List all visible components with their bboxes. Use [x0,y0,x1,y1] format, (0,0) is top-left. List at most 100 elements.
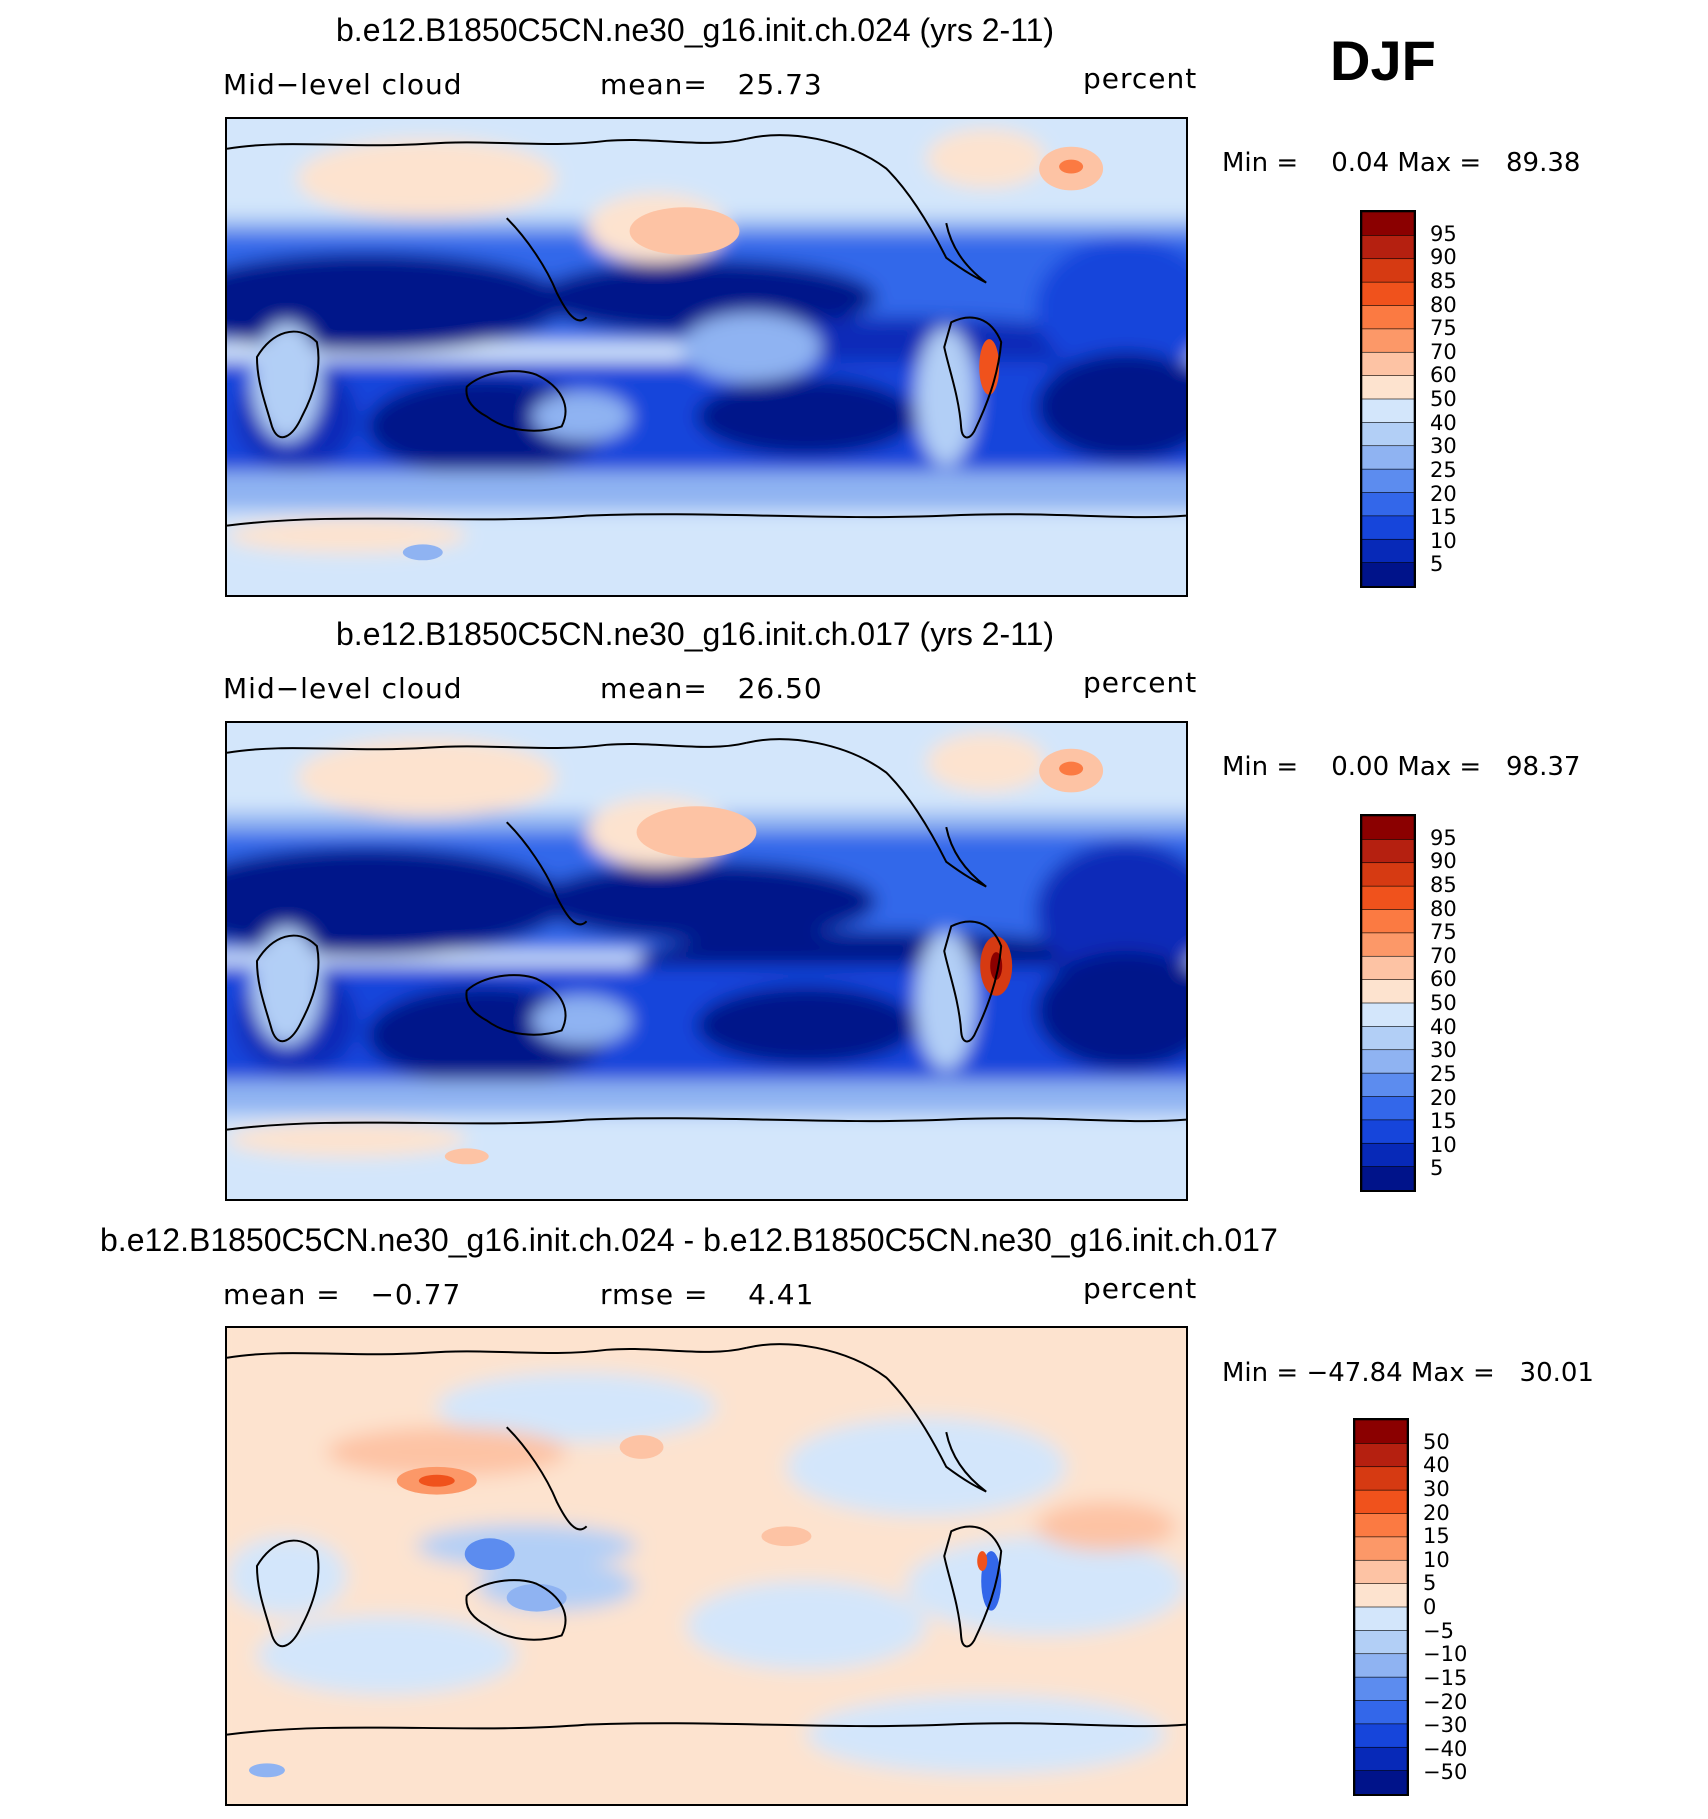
colorbar-tick-label: 5 [1423,1571,1437,1596]
colorbar-swatch [1355,1559,1407,1585]
colorbar-swatch [1362,979,1414,1004]
colorbar-swatch [1355,1606,1407,1632]
panel-1-mean-label: mean= 25.73 [600,68,823,101]
colorbar-tick-label: 25 [1430,457,1457,482]
colorbar-swatch [1355,1700,1407,1725]
panel-3-units-label: percent [1083,1272,1198,1305]
colorbar-swatch [1362,1166,1414,1190]
colorbar-tick-label: 80 [1430,896,1457,921]
colorbar-tick-label: 75 [1430,920,1457,945]
colorbar-swatch [1355,1466,1407,1491]
colorbar-tick-label: 20 [1430,1085,1457,1110]
colorbar-tick-label: 75 [1430,316,1457,341]
panel-3-title: b.e12.B1850C5CN.ne30_g16.init.ch.024 - b… [100,1222,1278,1258]
colorbar-swatch [1362,258,1414,283]
colorbar-swatch [1355,1513,1407,1538]
colorbar-swatch [1362,885,1414,911]
panel-2-variable-label: Mid−level cloud [223,672,463,705]
colorbar-swatch [1355,1583,1407,1608]
panel-2-title: b.e12.B1850C5CN.ne30_g16.init.ch.017 (yr… [336,616,1055,652]
colorbar-swatch [1362,351,1414,377]
colorbar-tick-label: 0 [1423,1595,1437,1619]
colorbar-swatch [1355,1420,1407,1445]
colorbar-tick-label: 60 [1430,967,1457,992]
colorbar-tick-label: 95 [1430,221,1457,246]
panel-1-map [225,117,1188,597]
colorbar-swatch [1362,538,1414,564]
season-label: DJF [1330,29,1436,92]
colorbar-tick-label: 30 [1423,1476,1450,1501]
panel-2-map [225,721,1188,1201]
colorbar-tick-label: 10 [1423,1547,1450,1572]
panel-1-variable-label: Mid−level cloud [223,68,463,101]
colorbar-swatch [1362,1142,1414,1168]
colorbar-tick-label: 15 [1430,505,1457,530]
colorbar-tick-label: 15 [1423,1524,1450,1549]
colorbar-tick-label: 5 [1430,1156,1444,1181]
panel-2-colorbar-swatches [1362,816,1414,1190]
colorbar-swatch [1355,1630,1407,1655]
colorbar-swatch [1362,515,1414,541]
colorbar-tick-label: 40 [1423,1453,1450,1478]
colorbar-tick-label: −20 [1423,1689,1468,1714]
colorbar-tick-label: 50 [1430,991,1457,1015]
colorbar-swatch [1355,1770,1407,1794]
colorbar-swatch [1355,1723,1407,1749]
colorbar-tick-label: 20 [1430,481,1457,506]
colorbar-tick-label: 40 [1430,410,1457,435]
colorbar-tick-label: 60 [1430,363,1457,388]
colorbar-swatch [1362,1096,1414,1121]
colorbar-tick-label: 50 [1423,1429,1450,1454]
colorbar-tick-label: −15 [1423,1665,1468,1690]
colorbar-swatch [1362,862,1414,887]
colorbar-swatch [1355,1536,1407,1562]
colorbar-swatch [1362,909,1414,934]
colorbar-tick-label: 70 [1430,339,1457,364]
colorbar-tick-label: 80 [1430,292,1457,317]
colorbar-tick-label: 90 [1430,245,1457,270]
colorbar-swatch [1362,468,1414,494]
colorbar-swatch [1362,398,1414,424]
colorbar-swatch [1362,445,1414,470]
colorbar-swatch [1355,1653,1407,1678]
colorbar-swatch [1362,1119,1414,1145]
colorbar-swatch [1355,1489,1407,1515]
colorbar-tick-label: 70 [1430,943,1457,968]
panel-1-units-label: percent [1083,62,1198,95]
colorbar-tick-label: 20 [1423,1500,1450,1525]
colorbar-tick-label: 85 [1430,872,1457,897]
colorbar-swatch [1362,1049,1414,1074]
colorbar-tick-label: 10 [1430,1132,1457,1157]
panel-3-colorbar-swatches [1355,1420,1407,1794]
colorbar-swatch [1362,839,1414,864]
panel-1-title: b.e12.B1850C5CN.ne30_g16.init.ch.024 (yr… [336,12,1055,48]
colorbar-swatch [1362,305,1414,330]
colorbar-swatch [1362,328,1414,354]
colorbar-tick-label: 85 [1430,268,1457,293]
colorbar-tick-label: −40 [1423,1736,1468,1761]
colorbar-tick-label: 40 [1430,1014,1457,1039]
colorbar-swatch [1355,1676,1407,1702]
colorbar-tick-label: −10 [1423,1642,1468,1667]
colorbar-swatch [1362,1072,1414,1098]
colorbar-tick-label: −50 [1423,1760,1468,1785]
colorbar-swatch [1362,1002,1414,1028]
panel-2-minmax: Min = 0.00 Max = 98.37 [1222,752,1581,782]
colorbar-tick-label: −30 [1423,1713,1468,1738]
colorbar-swatch [1362,212,1414,237]
colorbar-swatch [1362,562,1414,586]
panel-2-units-label: percent [1083,666,1198,699]
panel-1-colorbar-swatches [1362,212,1414,586]
colorbar-tick-label: 15 [1430,1109,1457,1134]
colorbar-swatch [1362,1026,1414,1051]
colorbar-swatch [1362,281,1414,307]
colorbar-swatch [1362,235,1414,260]
panel-3-map [225,1326,1188,1806]
colorbar-tick-label: 95 [1430,825,1457,850]
panel-3-colorbar [1353,1418,1409,1796]
colorbar-tick-label: 5 [1430,552,1444,577]
colorbar-tick-label: −5 [1423,1618,1454,1643]
colorbar-tick-label: 50 [1430,387,1457,411]
panel-2-mean-label: mean= 26.50 [600,672,823,705]
colorbar-swatch [1362,375,1414,400]
